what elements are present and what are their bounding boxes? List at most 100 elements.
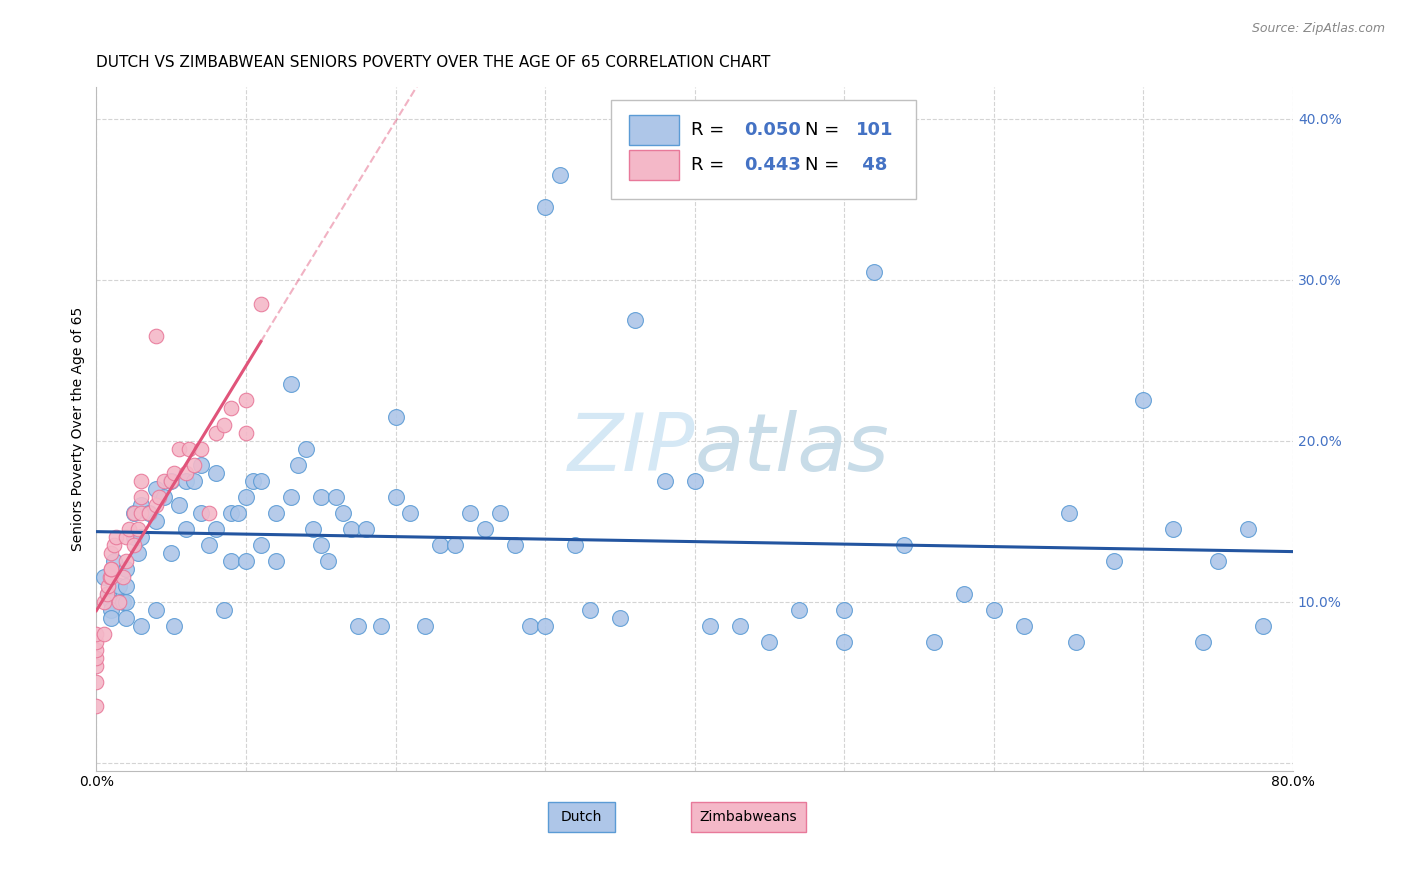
Point <box>148 490 170 504</box>
FancyBboxPatch shape <box>628 115 679 145</box>
Point <box>129 530 152 544</box>
Point <box>280 490 302 504</box>
Point <box>212 602 235 616</box>
Point <box>100 546 122 560</box>
Point <box>86 643 108 657</box>
Point <box>129 490 152 504</box>
Point <box>122 538 145 552</box>
Text: R =: R = <box>692 120 730 138</box>
Point <box>100 594 122 608</box>
Point <box>205 522 228 536</box>
Point <box>339 522 361 536</box>
Point <box>145 482 167 496</box>
Point <box>103 538 125 552</box>
Point <box>832 602 855 616</box>
Point <box>160 546 183 560</box>
Point <box>893 538 915 552</box>
Point <box>129 618 152 632</box>
Point <box>228 506 250 520</box>
Point <box>174 474 197 488</box>
Point <box>163 466 186 480</box>
Point <box>112 570 135 584</box>
Point <box>93 594 115 608</box>
Point <box>325 490 347 504</box>
Point <box>167 498 190 512</box>
Point <box>118 522 141 536</box>
Point <box>519 618 541 632</box>
Point <box>100 570 122 584</box>
Point <box>86 675 108 690</box>
Point <box>332 506 354 520</box>
Point <box>93 627 115 641</box>
Point <box>100 610 122 624</box>
Point <box>127 546 149 560</box>
Point <box>384 490 406 504</box>
Point <box>1192 635 1215 649</box>
Text: 101: 101 <box>856 120 894 138</box>
Point <box>728 618 751 632</box>
Point <box>205 425 228 440</box>
Point <box>190 442 212 456</box>
Point <box>1064 635 1087 649</box>
Point <box>316 554 339 568</box>
Point <box>1237 522 1260 536</box>
Point <box>104 530 127 544</box>
Point <box>219 401 242 416</box>
Point <box>122 506 145 520</box>
Point <box>115 594 138 608</box>
FancyBboxPatch shape <box>612 100 917 200</box>
Point <box>103 554 125 568</box>
Text: Source: ZipAtlas.com: Source: ZipAtlas.com <box>1251 22 1385 36</box>
FancyBboxPatch shape <box>628 150 679 180</box>
FancyBboxPatch shape <box>692 802 806 832</box>
Point <box>115 562 138 576</box>
Point <box>98 570 121 584</box>
Text: 0.050: 0.050 <box>744 120 800 138</box>
Point <box>579 602 602 616</box>
Text: R =: R = <box>692 156 730 174</box>
Point <box>235 425 257 440</box>
Point <box>174 522 197 536</box>
Point <box>1012 618 1035 632</box>
Point <box>112 594 135 608</box>
Point <box>444 538 467 552</box>
Text: Dutch: Dutch <box>561 810 602 824</box>
Point <box>212 417 235 432</box>
Point <box>205 466 228 480</box>
Point <box>100 602 122 616</box>
Point <box>177 442 200 456</box>
Point <box>309 490 332 504</box>
Point <box>129 506 152 520</box>
Y-axis label: Seniors Poverty Over the Age of 65: Seniors Poverty Over the Age of 65 <box>72 307 86 550</box>
Point <box>235 393 257 408</box>
Point <box>145 498 167 512</box>
Point <box>309 538 332 552</box>
Point <box>152 474 174 488</box>
Point <box>115 530 138 544</box>
Point <box>235 554 257 568</box>
Point <box>160 474 183 488</box>
Point <box>183 458 205 472</box>
Point <box>115 578 138 592</box>
Point <box>115 610 138 624</box>
Point <box>97 586 120 600</box>
Point <box>1206 554 1229 568</box>
Point <box>190 506 212 520</box>
Point <box>96 586 118 600</box>
Point <box>219 554 242 568</box>
Point <box>1132 393 1154 408</box>
Point <box>86 651 108 665</box>
Point <box>100 562 122 576</box>
Point <box>399 506 422 520</box>
Point <box>86 635 108 649</box>
Point <box>287 458 309 472</box>
Point <box>250 538 273 552</box>
Text: ZIP: ZIP <box>568 410 695 488</box>
Point <box>122 506 145 520</box>
Point <box>138 506 160 520</box>
Point <box>347 618 370 632</box>
Point <box>197 538 219 552</box>
Point <box>129 474 152 488</box>
Point <box>564 538 586 552</box>
Point <box>152 490 174 504</box>
